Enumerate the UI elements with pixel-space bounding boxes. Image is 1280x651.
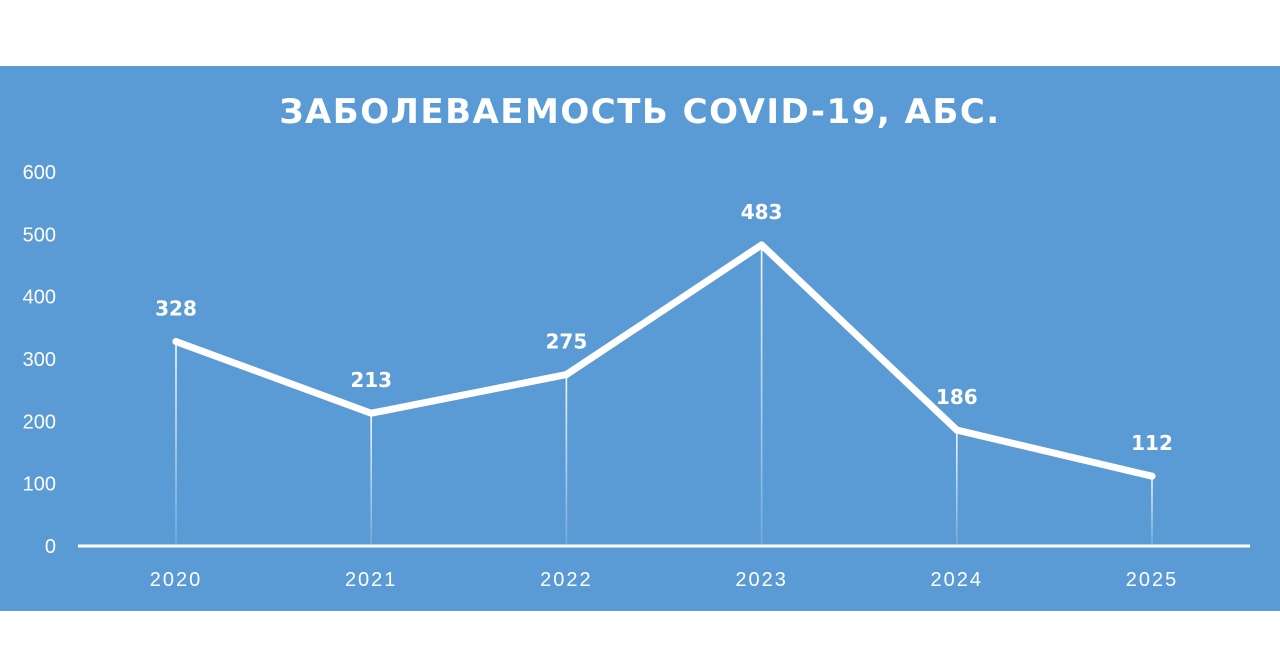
y-axis-ticks: 0 100 200 300 400 500 600 xyxy=(23,162,56,558)
y-tick-label: 400 xyxy=(23,287,56,309)
data-point xyxy=(758,241,766,249)
data-point xyxy=(953,426,961,434)
x-tick-label: 2020 xyxy=(150,569,203,591)
chart-panel xyxy=(0,66,1280,611)
y-tick-label: 0 xyxy=(45,536,56,558)
data-labels: 328 213 275 483 186 112 xyxy=(155,200,1173,455)
x-tick-label: 2025 xyxy=(1126,569,1179,591)
drop-lines xyxy=(175,244,1153,547)
y-tick-label: 100 xyxy=(23,474,56,496)
data-point xyxy=(367,409,375,417)
x-tick-label: 2023 xyxy=(735,569,788,591)
data-point xyxy=(562,371,570,379)
data-point xyxy=(1148,472,1156,480)
y-tick-label: 200 xyxy=(23,411,56,433)
x-tick-label: 2021 xyxy=(345,569,398,591)
data-points xyxy=(172,241,1156,480)
series-line xyxy=(172,241,1156,480)
data-label: 275 xyxy=(546,330,588,354)
chart-title: ЗАБОЛЕВАЕМОСТЬ COVID-19, АБС. xyxy=(279,92,1001,132)
x-tick-label: 2022 xyxy=(540,569,593,591)
y-tick-label: 300 xyxy=(23,349,56,371)
data-label: 328 xyxy=(155,297,197,321)
x-axis-ticks: 2020 2021 2022 2023 2024 2025 xyxy=(150,569,1179,591)
data-label: 112 xyxy=(1131,431,1173,455)
x-tick-label: 2024 xyxy=(931,569,984,591)
data-label: 483 xyxy=(741,200,783,224)
data-label: 213 xyxy=(350,368,392,392)
data-label: 186 xyxy=(936,385,978,409)
y-tick-label: 500 xyxy=(23,224,56,246)
y-tick-label: 600 xyxy=(23,162,56,184)
data-point xyxy=(172,338,180,346)
